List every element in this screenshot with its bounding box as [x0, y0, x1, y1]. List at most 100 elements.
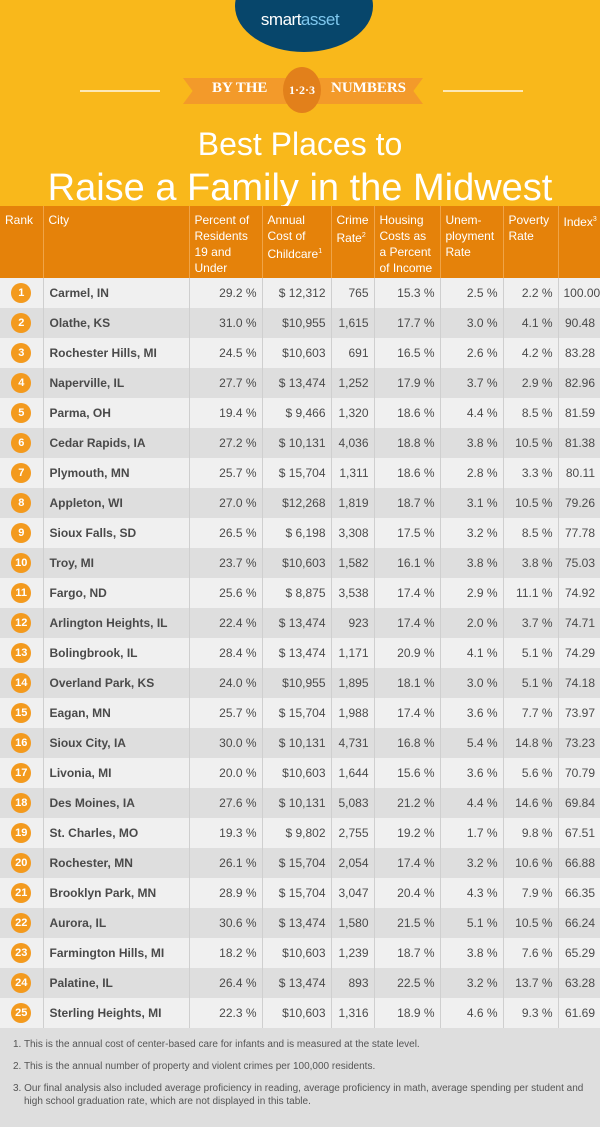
footnote-ref: 2 [361, 232, 366, 239]
cell-housing-cost: 20.4 % [373, 878, 440, 908]
cell-index: 83.28 [557, 338, 600, 368]
rank-badge: 25 [11, 1003, 32, 1023]
cell-residents-19-under: 25.7 % [188, 698, 262, 728]
cell-index: 100.00 [557, 278, 600, 308]
cell-rank: 1 [0, 278, 43, 308]
cell-childcare-cost: $10,603 [261, 998, 331, 1028]
cell-poverty: 3.7 % [502, 608, 558, 638]
cell-crime-rate: 1,316 [330, 998, 374, 1028]
table-row: 8 Appleton, WI 27.0 % $12,268 1,819 18.7 % 3.1… [0, 488, 600, 518]
cell-childcare-cost: $ 15,704 [261, 458, 331, 488]
cell-index: 82.96 [557, 368, 600, 398]
rank-badge: 18 [11, 793, 32, 813]
table-row: 10 Troy, MI 23.7 % $10,603 1,582 16.1 % 3.8 % 3… [0, 548, 600, 578]
column-header: Poverty Rate [502, 206, 558, 278]
column-header: City [42, 206, 189, 278]
numbers-medallion: 1·2·3 [283, 67, 321, 113]
cell-crime-rate: 4,036 [330, 428, 374, 458]
rank-badge: 2 [11, 313, 32, 333]
cell-childcare-cost: $ 15,704 [261, 878, 331, 908]
cell-crime-rate: 1,988 [330, 698, 374, 728]
cell-poverty: 10.6 % [502, 848, 558, 878]
rank-badge: 4 [11, 373, 32, 393]
cell-childcare-cost: $ 12,312 [261, 278, 331, 308]
cell-rank: 19 [0, 818, 43, 848]
cell-residents-19-under: 27.6 % [188, 788, 262, 818]
column-header: Annual Cost of Childcare1 [261, 206, 331, 278]
cell-poverty: 4.1 % [502, 308, 558, 338]
cell-crime-rate: 2,755 [330, 818, 374, 848]
cell-housing-cost: 17.7 % [373, 308, 440, 338]
cell-housing-cost: 20.9 % [373, 638, 440, 668]
rank-badge: 6 [11, 433, 32, 453]
cell-unemployment: 4.1 % [439, 638, 503, 668]
cell-crime-rate: 3,047 [330, 878, 374, 908]
cell-rank: 21 [0, 878, 43, 908]
cell-rank: 13 [0, 638, 43, 668]
column-header-label: Rank [5, 213, 34, 227]
table-row: 3 Rochester Hills, MI 24.5 % $10,603 691 16.5… [0, 338, 600, 368]
cell-index: 90.48 [557, 308, 600, 338]
cell-unemployment: 2.9 % [439, 578, 503, 608]
cell-crime-rate: 1,239 [330, 938, 374, 968]
column-header-label: Percent of Residents 19 and Under [194, 213, 250, 275]
cell-housing-cost: 22.5 % [373, 968, 440, 998]
cell-housing-cost: 16.1 % [373, 548, 440, 578]
cell-childcare-cost: $10,603 [261, 758, 331, 788]
table-row: 23 Farmington Hills, MI 18.2 % $10,603 1,239… [0, 938, 600, 968]
cell-city: Eagan, MN [42, 698, 189, 728]
cell-poverty: 9.8 % [502, 818, 558, 848]
table-row: 16 Sioux City, IA 30.0 % $ 10,131 4,731 16.8 … [0, 728, 600, 758]
cell-crime-rate: 1,582 [330, 548, 374, 578]
table-row: 13 Bolingbrook, IL 28.4 % $ 13,474 1,171 20.9… [0, 638, 600, 668]
cell-residents-19-under: 26.1 % [188, 848, 262, 878]
table-header-row: Rank City Percent of Residents 19 and Unde… [0, 206, 600, 278]
column-header-label: City [48, 213, 70, 227]
smartasset-logo[interactable]: smartasset [260, 10, 340, 29]
cell-city: St. Charles, MO [42, 818, 189, 848]
rank-badge: 19 [11, 823, 32, 843]
cell-poverty: 2.2 % [502, 278, 558, 308]
cell-crime-rate: 5,083 [330, 788, 374, 818]
cell-index: 74.92 [557, 578, 600, 608]
cell-crime-rate: 923 [330, 608, 374, 638]
cell-residents-19-under: 30.6 % [188, 908, 262, 938]
cell-crime-rate: 1,171 [330, 638, 374, 668]
table-row: 7 Plymouth, MN 25.7 % $ 15,704 1,311 18.6 % 2.… [0, 458, 600, 488]
table-row: 1 Carmel, IN 29.2 % $ 12,312 765 15.3 % 2.5 % 2… [0, 278, 600, 308]
cell-poverty: 4.2 % [502, 338, 558, 368]
cell-rank: 20 [0, 848, 43, 878]
cell-unemployment: 3.0 % [439, 668, 503, 698]
cell-childcare-cost: $ 13,474 [261, 608, 331, 638]
column-header-label: Housing Costs as a Percent of Income [379, 213, 433, 275]
cell-housing-cost: 21.5 % [373, 908, 440, 938]
cell-unemployment: 2.5 % [439, 278, 503, 308]
table-row: 2 Olathe, KS 31.0 % $10,955 1,615 17.7 % 3.0 %… [0, 308, 600, 338]
cell-unemployment: 4.6 % [439, 998, 503, 1028]
cell-childcare-cost: $ 15,704 [261, 698, 331, 728]
cell-housing-cost: 21.2 % [373, 788, 440, 818]
banner-left-text: BY THE [212, 80, 268, 96]
cell-index: 66.24 [557, 908, 600, 938]
cell-city: Livonia, MI [42, 758, 189, 788]
column-header: Rank [0, 206, 43, 278]
cell-index: 63.28 [557, 968, 600, 998]
cell-rank: 23 [0, 938, 43, 968]
cell-city: Aurora, IL [42, 908, 189, 938]
cell-residents-19-under: 24.5 % [188, 338, 262, 368]
cell-rank: 6 [0, 428, 43, 458]
cell-unemployment: 3.6 % [439, 758, 503, 788]
rank-badge: 7 [11, 463, 32, 483]
cell-poverty: 11.1 % [502, 578, 558, 608]
cell-housing-cost: 18.1 % [373, 668, 440, 698]
cell-index: 66.35 [557, 878, 600, 908]
cell-rank: 8 [0, 488, 43, 518]
cell-unemployment: 4.4 % [439, 788, 503, 818]
column-header-label: Unem-ployment Rate [445, 213, 495, 259]
cell-crime-rate: 3,308 [330, 518, 374, 548]
title-line-2: Raise a Family in the Midwest [47, 167, 553, 206]
divider-left [80, 90, 160, 92]
cell-poverty: 5.6 % [502, 758, 558, 788]
divider-right [443, 90, 523, 92]
cell-city: Bolingbrook, IL [42, 638, 189, 668]
